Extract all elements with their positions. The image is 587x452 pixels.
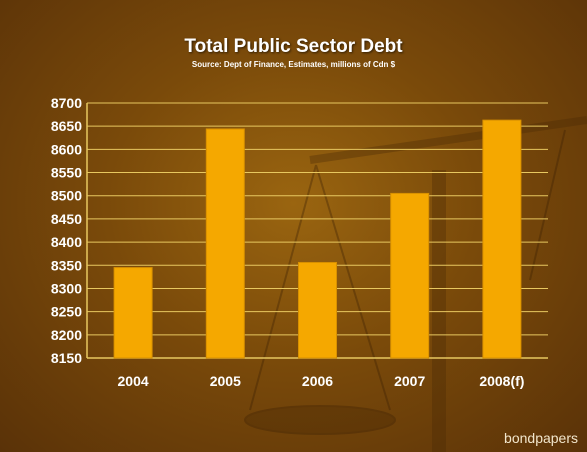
bar-2006 (298, 261, 337, 359)
y-tick-label: 8600 (51, 141, 82, 157)
bar-2005 (205, 128, 245, 359)
x-tick-label: 2007 (394, 373, 425, 389)
bar-2004 (113, 267, 153, 359)
chart-title: Total Public Sector Debt (184, 36, 403, 57)
bar-2008(f) (482, 119, 522, 359)
y-tick-label: 8150 (51, 350, 82, 366)
y-tick-label: 8650 (51, 118, 82, 134)
x-tick-label: 2008(f) (479, 373, 524, 389)
y-tick-label: 8250 (51, 304, 82, 320)
y-tick-label: 8350 (51, 257, 82, 273)
y-tick-label: 8400 (51, 234, 82, 250)
x-tick-label: 2004 (118, 373, 149, 389)
chart-subtitle: Source: Dept of Finance, Estimates, mill… (191, 60, 396, 69)
y-tick-label: 8500 (51, 188, 82, 204)
y-tick-label: 8450 (51, 211, 82, 227)
x-tick-label: 2006 (302, 373, 333, 389)
x-tick-label: 2005 (210, 373, 241, 389)
watermark-text: bondpapers (504, 430, 578, 446)
y-tick-label: 8200 (51, 327, 82, 343)
y-tick-label: 8550 (51, 165, 82, 181)
y-tick-label: 8300 (51, 280, 82, 296)
y-tick-label: 8700 (51, 95, 82, 111)
bar-2007 (390, 192, 430, 359)
